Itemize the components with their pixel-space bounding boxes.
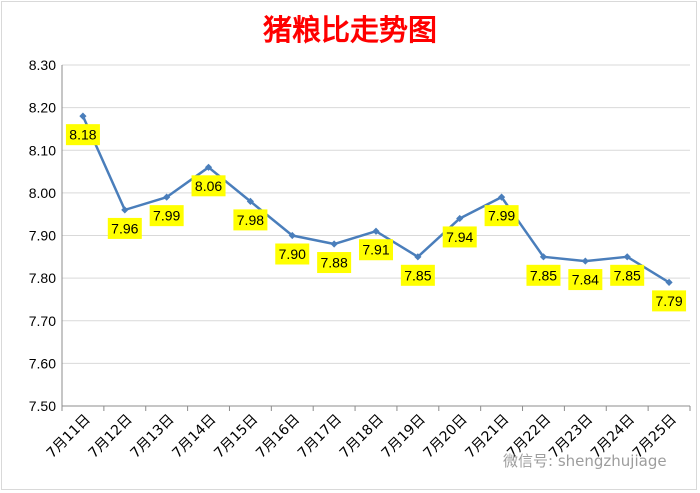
y-tick-label: 8.30 [29,57,56,73]
y-tick-label: 8.10 [29,142,56,158]
y-axis-tick-labels: 7.50 7.60 7.70 7.80 7.90 8.00 8.10 8.20 8.30 [29,57,56,414]
data-label-value: 7.84 [572,272,599,288]
data-marker [246,197,254,205]
data-marker [456,214,464,223]
x-tick-label: 7月14日 [169,412,219,462]
data-marker [288,231,296,240]
data-label-value: 7.88 [321,255,348,271]
data-label-value: 7.91 [362,242,389,258]
data-label: 7.91 [359,239,393,261]
data-label-value: 7.85 [530,267,557,283]
y-tick-label: 7.50 [29,398,56,414]
x-tick-label: 7月20日 [421,412,471,462]
axes [61,65,691,411]
y-tick-label: 7.70 [29,313,56,329]
data-label-value: 7.79 [655,293,682,309]
data-marker [539,253,548,261]
data-label-value: 7.90 [279,246,306,262]
data-marker [414,253,422,261]
data-label: 7.90 [275,243,310,265]
data-label-value: 7.94 [446,229,473,245]
data-marker [623,253,631,261]
x-tick-label: 7月12日 [86,412,136,462]
data-label-value: 8.18 [69,127,96,143]
y-tick-label: 7.80 [29,270,56,286]
data-label-box [400,264,435,286]
watermark-text: 微信号: shengzhujiage [503,452,667,470]
data-label: 8.18 [65,124,100,146]
y-tick-label: 8.20 [29,100,56,116]
y-tick-label: 7.60 [29,355,56,371]
data-label: 7.99 [484,205,519,227]
data-label-box [568,269,603,291]
data-label: 7.96 [107,217,142,239]
data-label-value: 7.96 [111,220,138,236]
data-label-value: 7.85 [614,267,641,283]
data-label-box [484,205,519,227]
data-label-value: 7.99 [488,208,515,224]
data-label: 7.88 [317,252,352,274]
data-label-box [317,252,352,274]
data-labels: 8.18 7.96 7.99 8.06 7.98 7.90 7.88 7.91 7.85 7.94… [65,124,687,312]
data-label-box [610,264,645,286]
data-label: 7.98 [233,209,268,231]
data-marker [665,278,673,286]
data-label-box [191,175,226,197]
data-label: 7.94 [442,226,477,248]
grid-lines [62,64,690,364]
data-label-value: 7.85 [404,267,431,283]
x-tick-label: 7月18日 [337,412,387,462]
data-label-box [359,239,393,261]
data-label: 7.79 [652,290,687,312]
data-marker [79,112,87,120]
data-label-box [526,264,561,286]
data-marker [204,163,213,171]
data-marker [330,240,338,248]
data-markers [79,112,673,286]
data-label: 7.99 [149,205,184,227]
x-tick-label: 7月13日 [127,412,177,462]
data-marker [163,193,171,201]
data-label-box [107,217,142,239]
data-marker [121,206,129,214]
data-label-value: 7.98 [237,212,264,228]
chart-title: 猪粮比走势图 [263,13,437,47]
data-label: 7.84 [568,269,603,291]
y-tick-label: 7.90 [29,228,56,244]
data-label: 7.85 [400,264,435,286]
x-tick-label: 7月16日 [253,412,303,462]
data-label-box [275,243,310,265]
x-tick-label: 7月17日 [295,412,345,462]
data-marker [498,193,506,201]
x-tick-label: 7月15日 [211,412,261,462]
x-tick-label: 7月19日 [379,412,429,462]
data-label: 8.06 [191,175,226,197]
data-marker [581,257,589,265]
data-label-box [65,124,100,146]
x-tick-label: 7月11日 [44,412,94,462]
data-label-box [149,205,184,227]
data-label-box [233,209,268,231]
data-label: 7.85 [610,264,645,286]
data-label-value: 7.99 [153,208,180,224]
data-label-box [652,290,687,312]
data-marker [372,227,380,235]
data-label-box [442,226,477,248]
y-tick-label: 8.00 [29,185,56,201]
data-label: 7.85 [526,264,561,286]
data-label-value: 8.06 [195,178,222,194]
